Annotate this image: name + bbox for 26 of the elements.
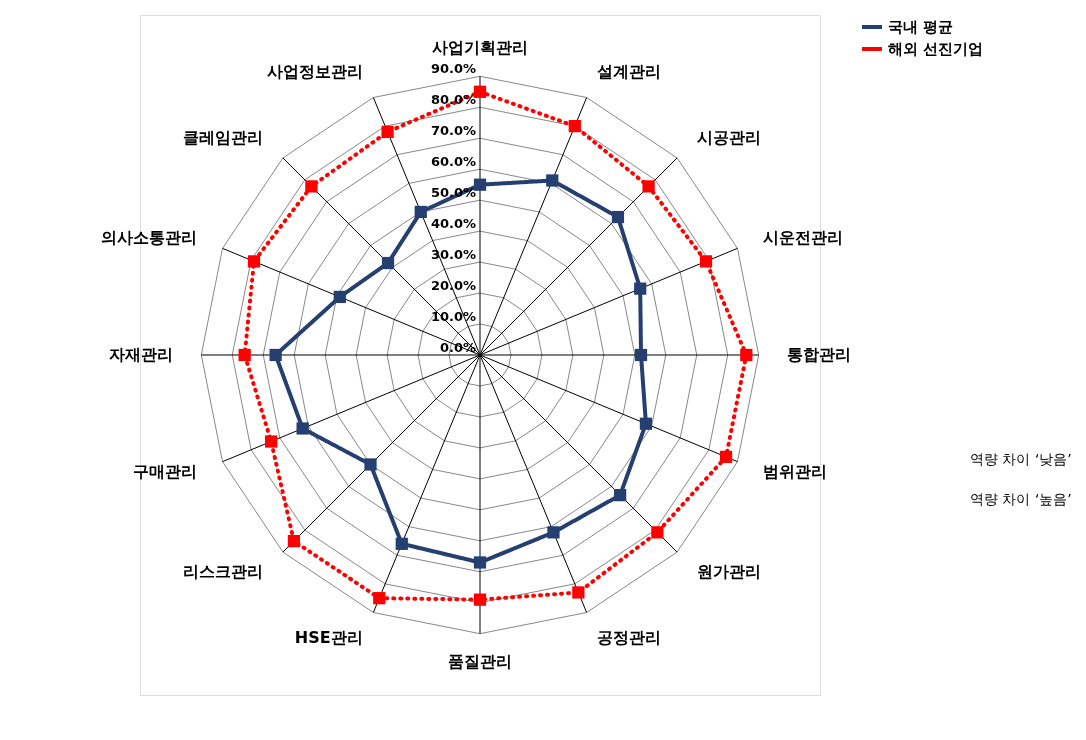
y-tick-label: 20.0% [430,278,476,294]
spoke-label: 공정관리 [597,628,662,648]
spoke-label: 원가관리 [696,561,761,581]
spoke-label: 시공관리 [696,128,761,148]
spoke-label: 클레임관리 [183,128,264,148]
spoke-label: 품질관리 [448,651,512,671]
text: 역량 차이 ‘높음’ [970,491,1072,507]
spoke-label: 구매관리 [132,462,197,482]
y-tick-label: 40.0% [430,216,476,232]
spoke-label: 설계관리 [597,61,662,81]
text: 역량 차이 ‘낮음’ [970,451,1072,467]
spoke-label: 범위관리 [763,462,828,482]
spoke-label: 리스크관리 [183,561,264,581]
spoke-label: 사업정보관리 [266,61,363,81]
spoke-label: 사업기획관리 [432,38,528,58]
spoke-label: 시운전관리 [763,227,844,247]
y-tick-label: 70.0% [430,123,476,139]
spoke-label: 의사소통관리 [100,227,197,247]
spoke-label: 통합관리 [786,345,851,364]
legend-label: 국내 평균 [888,18,954,36]
legend-label: 해외 선진기업 [888,40,984,58]
y-tick-label: 30.0% [430,247,476,263]
y-tick-label: 90.0% [430,61,476,77]
spoke-label: 자재관리 [109,345,174,364]
y-tick-label: 60.0% [430,154,476,170]
spoke-label: HSE관리 [294,628,363,648]
